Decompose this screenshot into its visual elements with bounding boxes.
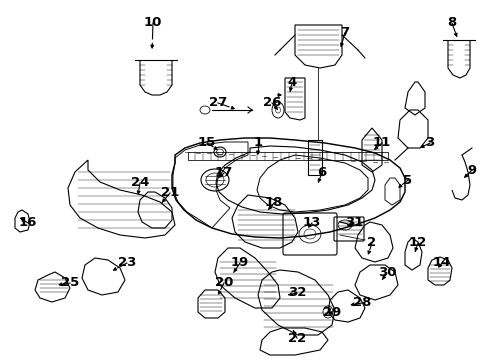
Text: 14: 14 (432, 256, 450, 270)
Text: 8: 8 (447, 17, 456, 30)
Text: 23: 23 (118, 256, 136, 270)
Text: 3: 3 (425, 136, 434, 149)
Text: 20: 20 (214, 276, 233, 289)
Text: 18: 18 (264, 197, 283, 210)
Text: 2: 2 (366, 237, 376, 249)
Text: 22: 22 (287, 332, 305, 345)
Text: 21: 21 (161, 186, 179, 199)
Text: 32: 32 (287, 287, 305, 300)
Bar (187, 152, 387, 160)
Text: 4: 4 (287, 77, 296, 90)
Text: 5: 5 (403, 174, 412, 186)
Text: 6: 6 (317, 166, 326, 180)
Text: 7: 7 (340, 27, 349, 40)
Text: 25: 25 (61, 276, 79, 289)
Text: 19: 19 (230, 256, 248, 270)
Text: 27: 27 (208, 96, 226, 109)
Text: 29: 29 (322, 306, 341, 320)
Text: 26: 26 (262, 96, 281, 109)
Text: 11: 11 (372, 136, 390, 149)
Text: 16: 16 (19, 216, 37, 230)
Text: 13: 13 (302, 216, 321, 230)
Text: 17: 17 (214, 166, 233, 180)
Text: 30: 30 (377, 266, 395, 279)
Text: 24: 24 (131, 176, 149, 189)
Text: 1: 1 (253, 136, 262, 149)
Text: 15: 15 (198, 136, 216, 149)
Text: 12: 12 (408, 237, 426, 249)
Text: 10: 10 (143, 17, 162, 30)
Text: 31: 31 (344, 216, 363, 230)
Text: 9: 9 (467, 163, 476, 176)
Text: 28: 28 (352, 297, 370, 310)
